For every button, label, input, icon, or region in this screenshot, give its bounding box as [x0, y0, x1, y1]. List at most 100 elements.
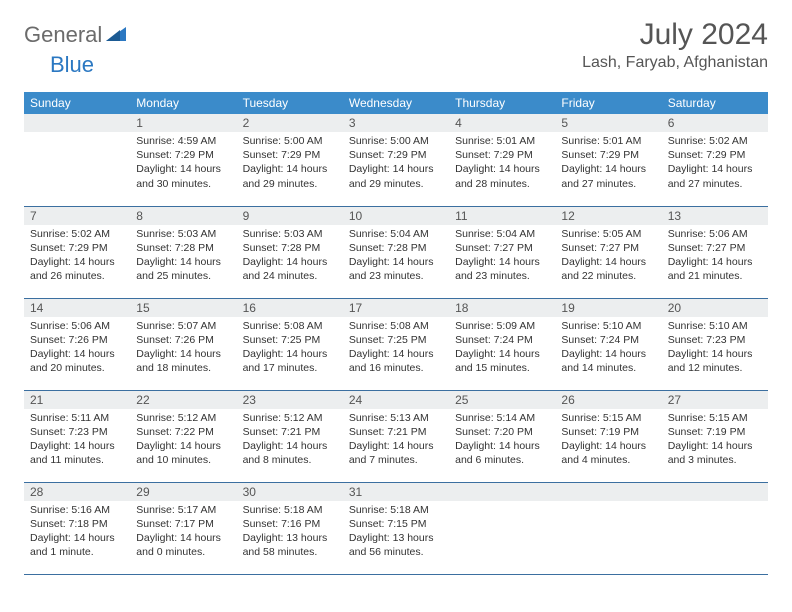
weekday-header: Tuesday	[237, 92, 343, 114]
day-details	[24, 132, 130, 138]
daylight-line: Daylight: 14 hours and 24 minutes.	[243, 255, 337, 283]
sunset-line: Sunset: 7:26 PM	[30, 333, 124, 347]
calendar-day-cell: 1Sunrise: 4:59 AMSunset: 7:29 PMDaylight…	[130, 114, 236, 206]
logo-text-blue: Blue	[50, 52, 94, 77]
day-details: Sunrise: 5:06 AMSunset: 7:26 PMDaylight:…	[24, 317, 130, 380]
day-details	[449, 501, 555, 507]
sunset-line: Sunset: 7:17 PM	[136, 517, 230, 531]
sunset-line: Sunset: 7:28 PM	[136, 241, 230, 255]
daylight-line: Daylight: 14 hours and 20 minutes.	[30, 347, 124, 375]
calendar-day-cell: 12Sunrise: 5:05 AMSunset: 7:27 PMDayligh…	[555, 206, 661, 298]
daylight-line: Daylight: 14 hours and 22 minutes.	[561, 255, 655, 283]
day-details: Sunrise: 5:04 AMSunset: 7:27 PMDaylight:…	[449, 225, 555, 288]
day-number: 1	[130, 114, 236, 132]
daylight-line: Daylight: 14 hours and 16 minutes.	[349, 347, 443, 375]
calendar-table: SundayMondayTuesdayWednesdayThursdayFrid…	[24, 92, 768, 575]
day-details: Sunrise: 5:01 AMSunset: 7:29 PMDaylight:…	[555, 132, 661, 195]
calendar-week-row: 14Sunrise: 5:06 AMSunset: 7:26 PMDayligh…	[24, 298, 768, 390]
calendar-day-cell: 5Sunrise: 5:01 AMSunset: 7:29 PMDaylight…	[555, 114, 661, 206]
sunrise-line: Sunrise: 5:01 AM	[455, 134, 549, 148]
sunset-line: Sunset: 7:19 PM	[668, 425, 762, 439]
calendar-day-cell: 6Sunrise: 5:02 AMSunset: 7:29 PMDaylight…	[662, 114, 768, 206]
calendar-day-cell: 4Sunrise: 5:01 AMSunset: 7:29 PMDaylight…	[449, 114, 555, 206]
daylight-line: Daylight: 13 hours and 56 minutes.	[349, 531, 443, 559]
sunrise-line: Sunrise: 5:14 AM	[455, 411, 549, 425]
day-details: Sunrise: 5:03 AMSunset: 7:28 PMDaylight:…	[130, 225, 236, 288]
sunrise-line: Sunrise: 5:15 AM	[668, 411, 762, 425]
sunset-line: Sunset: 7:29 PM	[349, 148, 443, 162]
sunset-line: Sunset: 7:18 PM	[30, 517, 124, 531]
daylight-line: Daylight: 14 hours and 12 minutes.	[668, 347, 762, 375]
sunset-line: Sunset: 7:29 PM	[243, 148, 337, 162]
calendar-header-row: SundayMondayTuesdayWednesdayThursdayFrid…	[24, 92, 768, 114]
day-details: Sunrise: 5:13 AMSunset: 7:21 PMDaylight:…	[343, 409, 449, 472]
day-number: 21	[24, 391, 130, 409]
day-number: 18	[449, 299, 555, 317]
day-number: 26	[555, 391, 661, 409]
day-details: Sunrise: 5:15 AMSunset: 7:19 PMDaylight:…	[662, 409, 768, 472]
day-number: 25	[449, 391, 555, 409]
calendar-day-cell: 31Sunrise: 5:18 AMSunset: 7:15 PMDayligh…	[343, 482, 449, 574]
sunrise-line: Sunrise: 4:59 AM	[136, 134, 230, 148]
calendar-day-cell: 3Sunrise: 5:00 AMSunset: 7:29 PMDaylight…	[343, 114, 449, 206]
day-details: Sunrise: 5:10 AMSunset: 7:24 PMDaylight:…	[555, 317, 661, 380]
day-number: 31	[343, 483, 449, 501]
sunrise-line: Sunrise: 5:00 AM	[349, 134, 443, 148]
logo-text-general: General	[24, 22, 102, 48]
day-number	[662, 483, 768, 501]
weekday-header: Monday	[130, 92, 236, 114]
calendar-day-cell: 27Sunrise: 5:15 AMSunset: 7:19 PMDayligh…	[662, 390, 768, 482]
sunrise-line: Sunrise: 5:15 AM	[561, 411, 655, 425]
sunset-line: Sunset: 7:15 PM	[349, 517, 443, 531]
day-number	[449, 483, 555, 501]
day-details: Sunrise: 5:16 AMSunset: 7:18 PMDaylight:…	[24, 501, 130, 564]
calendar-day-cell: 20 Sunrise: 5:10 AMSunset: 7:23 PMDayligh…	[662, 298, 768, 390]
day-details: Sunrise: 5:09 AMSunset: 7:24 PMDaylight:…	[449, 317, 555, 380]
daylight-line: Daylight: 14 hours and 15 minutes.	[455, 347, 549, 375]
daylight-line: Daylight: 14 hours and 10 minutes.	[136, 439, 230, 467]
day-number	[24, 114, 130, 132]
day-details: Sunrise: 5:04 AMSunset: 7:28 PMDaylight:…	[343, 225, 449, 288]
day-number: 29	[130, 483, 236, 501]
sunrise-line: Sunrise: 5:08 AM	[349, 319, 443, 333]
sunset-line: Sunset: 7:20 PM	[455, 425, 549, 439]
calendar-day-cell: 18Sunrise: 5:09 AMSunset: 7:24 PMDayligh…	[449, 298, 555, 390]
sunrise-line: Sunrise: 5:03 AM	[136, 227, 230, 241]
calendar-day-cell: 24Sunrise: 5:13 AMSunset: 7:21 PMDayligh…	[343, 390, 449, 482]
day-number: 30	[237, 483, 343, 501]
day-details: Sunrise: 5:01 AMSunset: 7:29 PMDaylight:…	[449, 132, 555, 195]
day-number: 13	[662, 207, 768, 225]
day-number: 20	[662, 299, 768, 317]
day-number: 24	[343, 391, 449, 409]
daylight-line: Daylight: 14 hours and 30 minutes.	[136, 162, 230, 190]
day-details: Sunrise: 4:59 AMSunset: 7:29 PMDaylight:…	[130, 132, 236, 195]
daylight-line: Daylight: 14 hours and 3 minutes.	[668, 439, 762, 467]
sunset-line: Sunset: 7:21 PM	[243, 425, 337, 439]
sunrise-line: Sunrise: 5:13 AM	[349, 411, 443, 425]
sunrise-line: Sunrise: 5:10 AM	[561, 319, 655, 333]
daylight-line: Daylight: 14 hours and 0 minutes.	[136, 531, 230, 559]
sunset-line: Sunset: 7:29 PM	[668, 148, 762, 162]
day-number: 6	[662, 114, 768, 132]
day-details: Sunrise: 5:03 AMSunset: 7:28 PMDaylight:…	[237, 225, 343, 288]
sunset-line: Sunset: 7:23 PM	[668, 333, 762, 347]
sunset-line: Sunset: 7:16 PM	[243, 517, 337, 531]
day-details: Sunrise: 5:17 AMSunset: 7:17 PMDaylight:…	[130, 501, 236, 564]
daylight-line: Daylight: 14 hours and 23 minutes.	[455, 255, 549, 283]
sunrise-line: Sunrise: 5:10 AM	[668, 319, 762, 333]
calendar-day-cell: 19Sunrise: 5:10 AMSunset: 7:24 PMDayligh…	[555, 298, 661, 390]
calendar-day-cell	[24, 114, 130, 206]
day-number: 7	[24, 207, 130, 225]
day-details: Sunrise: 5:18 AMSunset: 7:15 PMDaylight:…	[343, 501, 449, 564]
calendar-day-cell	[662, 482, 768, 574]
sunrise-line: Sunrise: 5:04 AM	[349, 227, 443, 241]
calendar-day-cell: 21Sunrise: 5:11 AMSunset: 7:23 PMDayligh…	[24, 390, 130, 482]
calendar-day-cell: 17Sunrise: 5:08 AMSunset: 7:25 PMDayligh…	[343, 298, 449, 390]
day-number: 9	[237, 207, 343, 225]
sunset-line: Sunset: 7:24 PM	[455, 333, 549, 347]
calendar-day-cell	[555, 482, 661, 574]
sunrise-line: Sunrise: 5:16 AM	[30, 503, 124, 517]
daylight-line: Daylight: 14 hours and 18 minutes.	[136, 347, 230, 375]
sunrise-line: Sunrise: 5:18 AM	[243, 503, 337, 517]
sunset-line: Sunset: 7:27 PM	[668, 241, 762, 255]
